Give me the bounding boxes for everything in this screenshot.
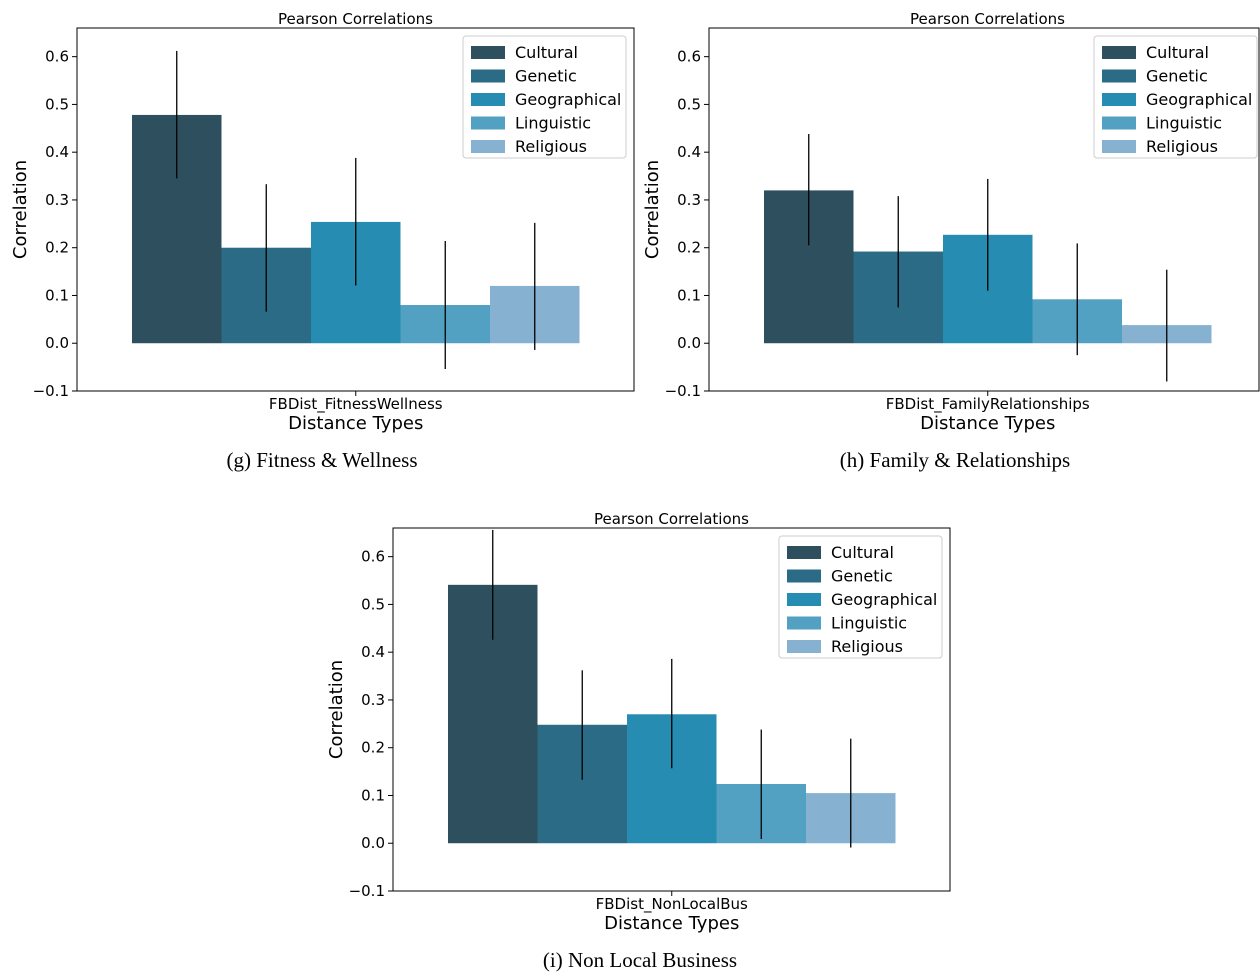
legend-label: Geographical bbox=[1146, 90, 1252, 109]
panel-caption: (i) Non Local Business bbox=[543, 948, 737, 972]
legend-label: Cultural bbox=[831, 543, 894, 562]
x-tick-label: FBDist_NonLocalBus bbox=[596, 895, 748, 914]
legend-label: Linguistic bbox=[1146, 114, 1222, 133]
legend-label: Linguistic bbox=[515, 114, 591, 133]
legend-swatch-genetic bbox=[1102, 69, 1136, 83]
x-tick-label: FBDist_FamilyRelationships bbox=[886, 395, 1090, 414]
legend: Cultural Genetic Geographical Linguistic Rel… bbox=[778, 535, 943, 659]
panel-caption: (h) Family & Relationships bbox=[840, 448, 1070, 472]
x-tick-label: FBDist_FitnessWellness bbox=[269, 395, 443, 414]
y-axis-label: Correlation bbox=[10, 160, 31, 259]
x-axis-label: Distance Types bbox=[920, 413, 1055, 434]
x-axis-label: Distance Types bbox=[288, 413, 423, 434]
y-tick-label: 0.1 bbox=[677, 286, 701, 304]
y-tick-label: 0.1 bbox=[361, 786, 385, 804]
legend-swatch-geographical bbox=[787, 593, 821, 606]
y-tick-label: −0.1 bbox=[33, 382, 69, 400]
y-tick-label: −0.1 bbox=[349, 882, 385, 900]
legend-label: Religious bbox=[1146, 137, 1218, 156]
legend-label: Cultural bbox=[515, 43, 578, 62]
legend-label: Genetic bbox=[515, 67, 577, 86]
legend-swatch-genetic bbox=[471, 69, 505, 83]
chart-panel-0: Pearson Correlations 0.6 0.5 0.4 0.3 0.2 0.1 0.… bbox=[10, 10, 635, 472]
chart-panel-1: Pearson Correlations 0.6 0.5 0.4 0.3 0.2 0.1 0.… bbox=[642, 10, 1260, 472]
chart-title: Pearson Correlations bbox=[278, 10, 433, 28]
y-tick-label: 0.0 bbox=[677, 334, 701, 352]
legend-label: Religious bbox=[831, 637, 903, 656]
legend-swatch-religious bbox=[471, 140, 505, 153]
chart-title: Pearson Correlations bbox=[910, 10, 1065, 28]
y-tick-label: 0.2 bbox=[361, 739, 385, 757]
x-axis-label: Distance Types bbox=[604, 913, 739, 934]
y-tick-label: 0.5 bbox=[677, 95, 701, 113]
y-axis-label: Correlation bbox=[326, 660, 347, 759]
legend-swatch-religious bbox=[1102, 140, 1136, 153]
legend-swatch-cultural bbox=[787, 546, 821, 559]
y-tick-label: 0.4 bbox=[677, 143, 701, 161]
legend-swatch-religious bbox=[787, 640, 821, 653]
legend: Cultural Genetic Geographical Linguistic Rel… bbox=[1093, 35, 1258, 159]
legend-swatch-linguistic bbox=[787, 616, 821, 630]
y-tick-label: 0.0 bbox=[45, 334, 69, 352]
y-tick-label: 0.4 bbox=[45, 143, 69, 161]
legend-swatch-genetic bbox=[787, 569, 821, 583]
legend-label: Genetic bbox=[1146, 67, 1208, 86]
legend-swatch-cultural bbox=[471, 46, 505, 59]
panel-caption: (g) Fitness & Wellness bbox=[227, 448, 418, 472]
legend-swatch-cultural bbox=[1102, 46, 1136, 59]
y-tick-label: 0.4 bbox=[361, 643, 385, 661]
y-tick-label: 0.5 bbox=[361, 595, 385, 613]
chart-panel-2: Pearson Correlations 0.6 0.5 0.4 0.3 0.2 0.1 0.… bbox=[326, 510, 951, 972]
y-tick-label: 0.3 bbox=[361, 691, 385, 709]
chart-title: Pearson Correlations bbox=[594, 510, 749, 528]
y-tick-label: 0.3 bbox=[677, 191, 701, 209]
y-tick-label: 0.2 bbox=[677, 239, 701, 257]
plot-frame bbox=[708, 27, 1260, 392]
y-tick-label: 0.6 bbox=[45, 48, 69, 66]
legend-label: Geographical bbox=[515, 90, 621, 109]
legend-swatch-linguistic bbox=[471, 116, 505, 130]
legend-label: Cultural bbox=[1146, 43, 1209, 62]
y-tick-label: 0.1 bbox=[45, 286, 69, 304]
y-tick-label: 0.0 bbox=[361, 834, 385, 852]
legend-label: Linguistic bbox=[831, 614, 907, 633]
y-axis-label: Correlation bbox=[642, 160, 663, 259]
y-tick-label: 0.6 bbox=[361, 548, 385, 566]
legend-label: Religious bbox=[515, 137, 587, 156]
legend: Cultural Genetic Geographical Linguistic Rel… bbox=[462, 35, 627, 159]
legend-swatch-geographical bbox=[471, 93, 505, 106]
y-tick-label: 0.3 bbox=[45, 191, 69, 209]
legend-swatch-geographical bbox=[1102, 93, 1136, 106]
y-tick-label: 0.5 bbox=[45, 95, 69, 113]
legend-label: Genetic bbox=[831, 567, 893, 586]
y-tick-label: 0.6 bbox=[677, 48, 701, 66]
legend-label: Geographical bbox=[831, 590, 937, 609]
y-tick-label: 0.2 bbox=[45, 239, 69, 257]
y-tick-label: −0.1 bbox=[665, 382, 701, 400]
legend-swatch-linguistic bbox=[1102, 116, 1136, 130]
